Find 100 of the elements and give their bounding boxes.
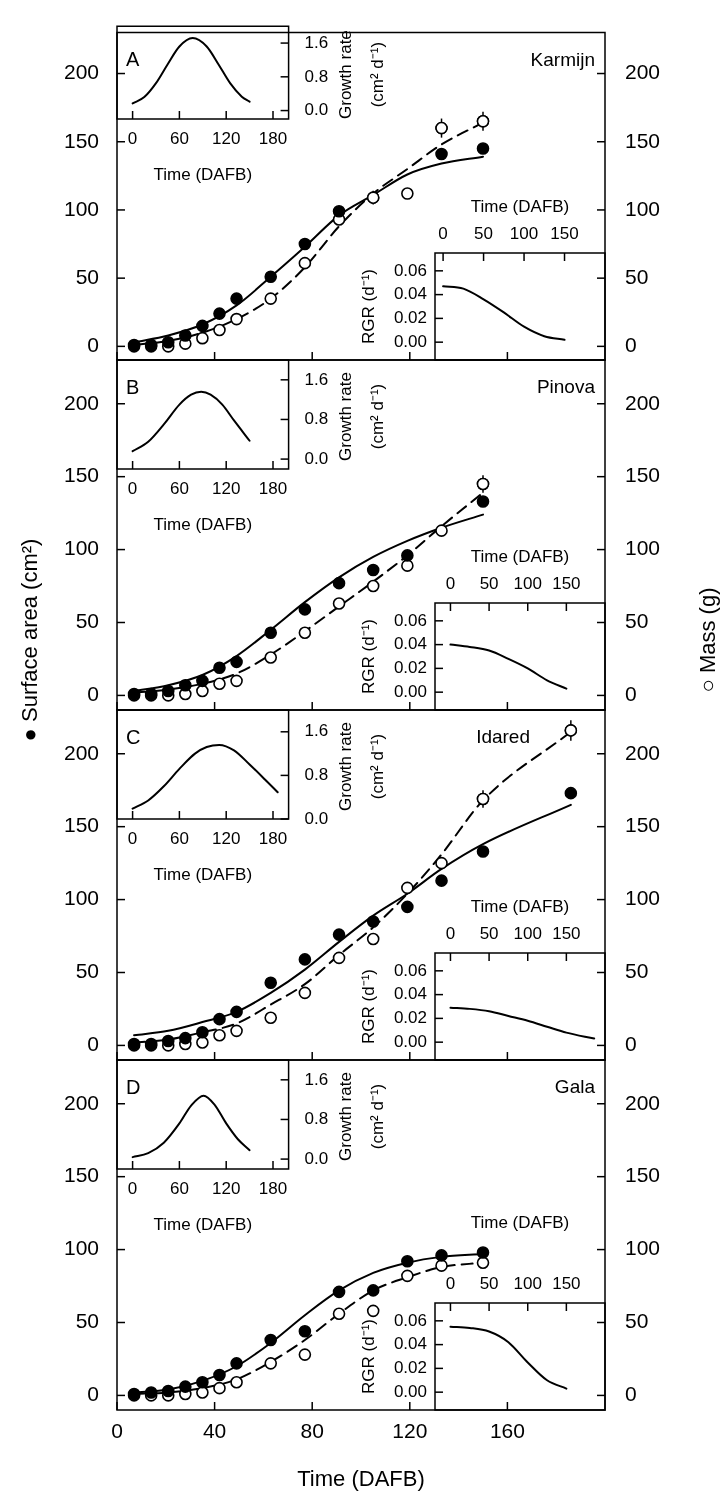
y-axis-title: Growth rate (cm² d⁻¹) — [336, 1072, 388, 1161]
x-tick-label: 60 — [169, 128, 189, 148]
x-tick-label: 40 — [202, 1419, 227, 1443]
y-tick-label: 0.04 — [393, 1334, 427, 1354]
annotation: D — [126, 1075, 141, 1098]
x-axis-title: Time (DAFB) — [470, 896, 570, 916]
x-tick-label: 100 — [513, 1274, 542, 1294]
y-tick-label: 0.02 — [393, 658, 427, 678]
x-tick-label: 180 — [258, 1178, 288, 1198]
y-tick-label: 0 — [87, 682, 99, 706]
x-axis-title: Time (DAFB) — [470, 546, 570, 566]
y2-tick-label: 200 — [625, 740, 661, 764]
y-axis-title: ● Surface area (cm²) — [16, 538, 42, 742]
x-tick-label: 160 — [489, 1419, 525, 1443]
x-tick-label: 0 — [438, 224, 448, 244]
y-tick-label: 1.6 — [304, 32, 329, 52]
x-tick-label: 180 — [258, 478, 288, 498]
y2-tick-label: 0 — [625, 1382, 637, 1406]
y-tick-label: 1.6 — [304, 369, 329, 389]
y2-tick-label: 200 — [625, 60, 661, 84]
y2-tick-label: 0 — [625, 333, 637, 357]
text: Pinova — [536, 376, 596, 398]
x-tick-label: 50 — [474, 224, 494, 244]
y2-tick-label: 50 — [625, 959, 649, 983]
y-tick-label: 200 — [63, 390, 99, 414]
y2-tick-label: 100 — [625, 1236, 661, 1260]
y2-axis-title: ○ Mass (g) — [694, 587, 720, 693]
y-tick-label: 0.0 — [304, 100, 329, 120]
x-tick-label: 50 — [479, 574, 499, 594]
text: Karmijn — [530, 48, 595, 70]
y-tick-label: 0.8 — [304, 66, 329, 86]
x-axis-title: Time (DAFB) — [470, 1212, 570, 1232]
y-tick-label: 50 — [75, 1309, 99, 1333]
y-tick-label: 0.04 — [393, 984, 427, 1004]
y-axis-title: RGR (d⁻¹) — [358, 969, 378, 1044]
y-tick-label: 0.0 — [304, 1148, 329, 1168]
y-tick-label: 0.02 — [393, 308, 427, 328]
x-tick-label: 120 — [212, 828, 241, 848]
x-tick-label: 0 — [445, 1274, 456, 1294]
y-tick-label: 0.06 — [393, 260, 427, 280]
y-tick-label: 50 — [75, 609, 99, 633]
x-tick-label: 120 — [212, 1178, 241, 1198]
y-tick-label: 0.8 — [304, 765, 329, 785]
y2-tick-label: 50 — [625, 609, 649, 633]
x-tick-label: 60 — [169, 478, 189, 498]
x-axis-title: Time (DAFB) — [153, 164, 253, 184]
y-tick-label: 50 — [75, 264, 99, 288]
x-axis-title: Time (DAFB) — [153, 1214, 253, 1234]
y-tick-label: 100 — [63, 1236, 99, 1260]
x-tick-label: 50 — [479, 924, 499, 944]
annotation: A — [126, 48, 140, 71]
y-tick-label: 0.00 — [393, 331, 427, 351]
y-tick-label: 0.02 — [393, 1008, 427, 1028]
x-tick-label: 100 — [513, 924, 542, 944]
x-tick-label: 180 — [258, 128, 288, 148]
y-axis-title: Growth rate (cm² d⁻¹) — [336, 30, 388, 120]
y-tick-label: 0 — [87, 1032, 99, 1056]
x-axis-title: Time (DAFB) — [153, 514, 253, 534]
x-tick-label: 0 — [127, 478, 138, 498]
x-tick-label: 120 — [212, 128, 241, 148]
y-axis-title: RGR (d⁻¹) — [358, 619, 378, 694]
x-tick-label: 0 — [445, 924, 456, 944]
y-tick-label: 200 — [63, 740, 99, 764]
annotation: B — [126, 375, 140, 398]
y-tick-label: 0 — [87, 1382, 99, 1406]
y-tick-label: 0.04 — [393, 284, 427, 304]
x-tick-label: 0 — [127, 1178, 138, 1198]
y-axis-title: RGR (d⁻¹) — [358, 269, 378, 344]
y-tick-label: 200 — [63, 60, 99, 84]
x-tick-label: 120 — [212, 478, 241, 498]
y2-tick-label: 50 — [625, 1309, 649, 1333]
x-axis-title: Time (DAFB) — [470, 196, 570, 216]
x-tick-label: 180 — [258, 828, 288, 848]
y-tick-label: 100 — [63, 536, 99, 560]
x-axis-title: Time (DAFB) — [153, 864, 253, 884]
y-tick-label: 50 — [75, 959, 99, 983]
y-tick-label: 1.6 — [304, 721, 329, 741]
y-tick-label: 200 — [63, 1090, 99, 1114]
y-tick-label: 100 — [63, 196, 99, 220]
x-axis-title: Time (DAFB) — [297, 1466, 425, 1492]
y2-tick-label: 200 — [625, 1090, 661, 1114]
y-axis-title: RGR (d⁻¹) — [358, 1319, 378, 1394]
y-axis-title: Growth rate (cm² d⁻¹) — [336, 372, 388, 461]
x-tick-label: 150 — [552, 924, 581, 944]
y-tick-label: 0 — [87, 333, 99, 357]
y2-tick-label: 0 — [625, 682, 637, 706]
y-tick-label: 0.00 — [393, 681, 427, 701]
x-tick-label: 60 — [169, 828, 189, 848]
x-tick-label: 150 — [552, 574, 581, 594]
y-tick-label: 0.06 — [393, 610, 427, 630]
x-tick-label: 0 — [445, 574, 456, 594]
y2-tick-label: 100 — [625, 886, 661, 910]
y2-tick-label: 50 — [625, 264, 649, 288]
x-tick-label: 100 — [513, 574, 542, 594]
y2-tick-label: 100 — [625, 536, 661, 560]
y2-tick-label: 200 — [625, 390, 661, 414]
x-tick-label: 0 — [127, 828, 138, 848]
x-tick-label: 60 — [169, 1178, 189, 1198]
x-tick-label: 150 — [552, 1274, 581, 1294]
x-tick-label: 0 — [111, 1419, 123, 1443]
